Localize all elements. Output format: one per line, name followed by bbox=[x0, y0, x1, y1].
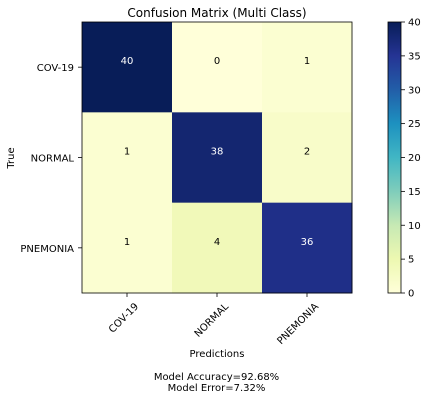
cell-value-label: 1 bbox=[124, 147, 130, 158]
colorbar-tick-label: 5 bbox=[408, 255, 414, 266]
colorbar-tick-label: 30 bbox=[408, 85, 421, 96]
chart-title: Confusion Matrix (Multi Class) bbox=[127, 6, 306, 20]
colorbar-tick-label: 10 bbox=[408, 221, 421, 232]
y-tick-label: NORMAL bbox=[31, 154, 75, 165]
colorbar-ticks: 0 5 10 15 20 25 30 35 40 bbox=[401, 18, 421, 300]
cell-value-label: 38 bbox=[211, 147, 224, 158]
x-axis-ticks: COV-19 NORMAL PNEMONIA bbox=[107, 293, 321, 347]
colorbar-tick-label: 35 bbox=[408, 51, 421, 62]
colorbar-tick-label: 25 bbox=[408, 119, 421, 130]
x-tick-label: COV-19 bbox=[107, 301, 141, 335]
colorbar-tick-label: 40 bbox=[408, 18, 421, 29]
cell-value-label: 1 bbox=[304, 56, 310, 67]
y-tick-label: COV-19 bbox=[37, 63, 74, 74]
cell-value-label: 0 bbox=[214, 56, 220, 67]
heatmap-cell bbox=[82, 22, 173, 113]
colorbar-tick-label: 15 bbox=[408, 187, 421, 198]
cell-value-label: 36 bbox=[301, 237, 314, 248]
heatmap-cell bbox=[172, 202, 263, 294]
cell-value-label: 2 bbox=[304, 147, 310, 158]
heatmap-cell bbox=[262, 202, 353, 294]
heatmap-cell bbox=[82, 112, 173, 204]
cell-value-label: 40 bbox=[121, 56, 134, 67]
cell-value-label: 1 bbox=[124, 237, 130, 248]
x-axis-label: Predictions bbox=[190, 349, 245, 360]
heatmap-cell bbox=[172, 112, 263, 204]
cell-value-label: 4 bbox=[214, 237, 220, 248]
model-accuracy-text: Model Accuracy=92.68% bbox=[153, 372, 280, 383]
x-tick-label: PNEMONIA bbox=[275, 301, 321, 347]
confusion-matrix-chart: Confusion Matrix (Multi Class) 40 0 11 38 21… bbox=[6, 6, 421, 360]
y-tick-label: PNEMONIA bbox=[20, 244, 74, 255]
heatmap-cell bbox=[172, 22, 263, 113]
model-error-text: Model Error=7.32% bbox=[167, 383, 266, 394]
colorbar-tick-label: 0 bbox=[408, 289, 414, 300]
y-axis-ticks: COV-19 NORMAL PNEMONIA bbox=[20, 63, 82, 255]
colorbar-tick-label: 20 bbox=[408, 153, 421, 164]
heatmap-cell bbox=[82, 202, 173, 294]
x-tick-label: NORMAL bbox=[193, 301, 232, 340]
heatmap-cell bbox=[262, 22, 353, 113]
heatmap-cell bbox=[262, 112, 353, 204]
y-axis-label: True bbox=[6, 147, 17, 169]
heatmap-cells: 40 0 11 38 21 4 36 bbox=[82, 22, 353, 294]
colorbar bbox=[387, 21, 402, 294]
